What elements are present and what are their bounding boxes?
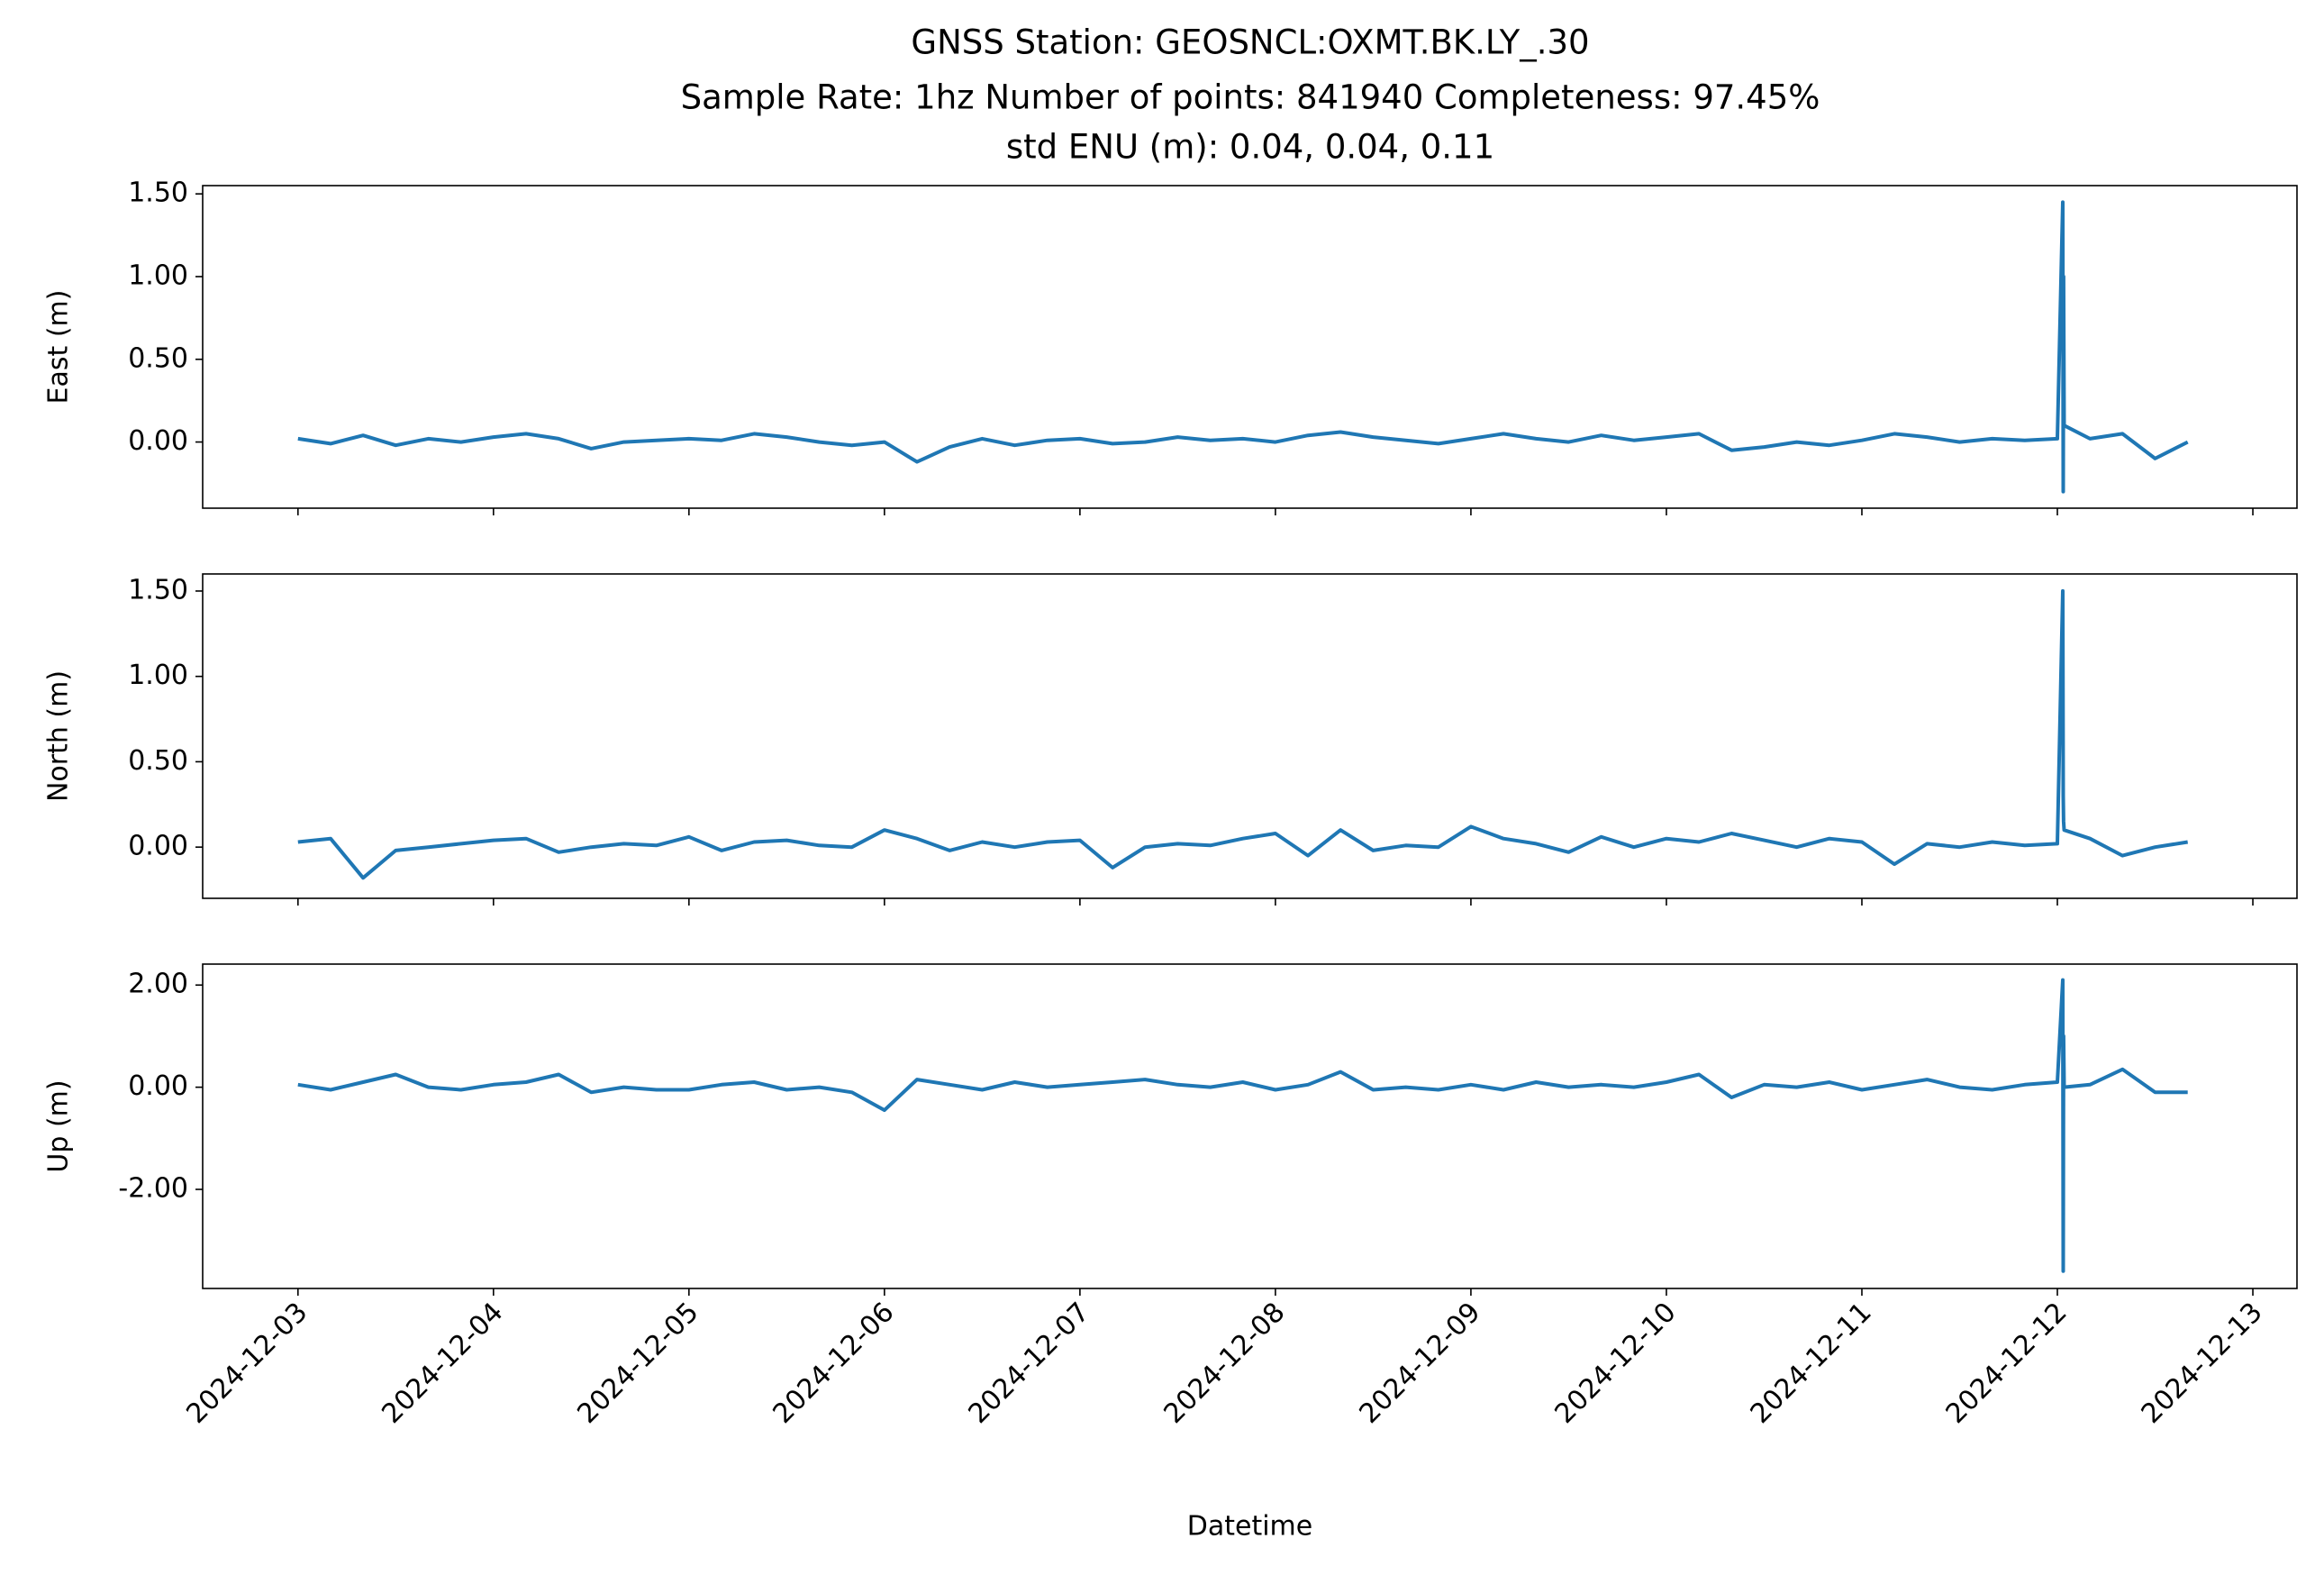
axes-frame <box>202 963 2298 1289</box>
series-line <box>297 588 2189 880</box>
y-tick-label: 0.50 <box>128 342 188 374</box>
y-axis-label: Up (m) <box>43 1079 75 1172</box>
y-tick-label: -2.00 <box>118 1173 188 1205</box>
title-line: Sample Rate: 1hz Number of points: 84194… <box>681 78 1820 117</box>
series-line <box>297 978 2188 1273</box>
title-line: GNSS Station: GEOSNCL:OXMT.BK.LY_.30 <box>911 23 1589 62</box>
axes-frame <box>202 573 2298 899</box>
y-tick-label: 0.50 <box>128 745 188 777</box>
y-tick-label: 2.00 <box>128 969 188 1000</box>
y-tick-label: 0.00 <box>128 831 188 862</box>
axes-frame <box>202 185 2298 509</box>
x-axis-label: Datetime <box>1187 1511 1312 1543</box>
y-tick-label: 1.50 <box>128 574 188 605</box>
title-line: std ENU (m): 0.04, 0.04, 0.11 <box>1006 128 1494 167</box>
y-axis-label: North (m) <box>43 670 75 802</box>
y-tick-label: 1.00 <box>128 259 188 291</box>
y-tick-label: 0.00 <box>128 425 188 457</box>
y-axis-label: East (m) <box>43 290 75 405</box>
y-tick-label: 1.50 <box>128 178 188 209</box>
series-line <box>297 200 2189 494</box>
y-tick-label: 1.00 <box>128 660 188 691</box>
y-tick-label: 0.00 <box>128 1070 188 1102</box>
